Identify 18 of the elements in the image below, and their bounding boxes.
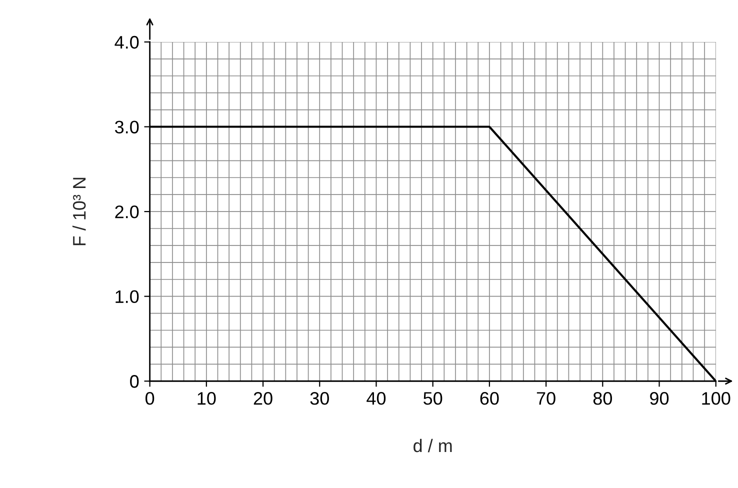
- x-tick-label: 20: [254, 392, 272, 405]
- y-tick-label: 4.0: [114, 36, 139, 49]
- y-tick-label: 1.0: [116, 290, 139, 304]
- y-axis-title: F / 10³ N: [72, 178, 86, 246]
- x-tick-label: 70: [536, 392, 556, 405]
- y-tick-label: 2.0: [115, 205, 139, 218]
- x-tick-label: 100: [702, 392, 730, 405]
- x-tick-label: 10: [198, 392, 216, 405]
- y-tick-label: 0: [130, 375, 139, 388]
- x-tick-label: 80: [593, 392, 612, 405]
- x-tick-label: 40: [366, 392, 386, 405]
- y-tick-label: 3.0: [114, 120, 139, 134]
- x-tick-label: 0: [146, 392, 154, 405]
- x-tick-label: 30: [310, 392, 329, 405]
- x-tick-label: 60: [480, 392, 499, 405]
- x-axis-title: d / m: [414, 438, 452, 452]
- x-tick-label: 90: [650, 392, 669, 405]
- x-tick-label: 50: [424, 392, 442, 405]
